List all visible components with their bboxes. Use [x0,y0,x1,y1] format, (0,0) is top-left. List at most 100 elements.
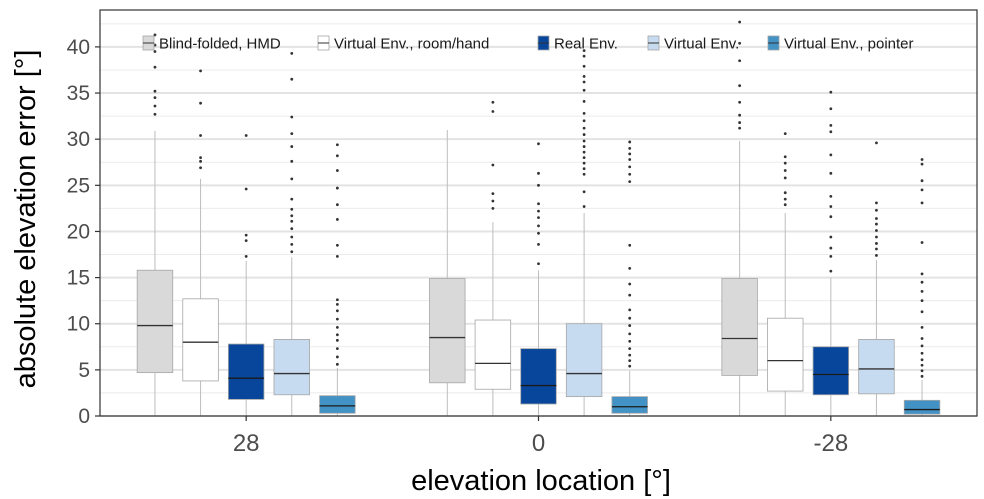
outlier-point [875,242,878,245]
outlier-point [875,235,878,239]
box-real-env--28 [227,134,265,416]
x-axis-title: elevation location [°] [411,465,671,497]
outlier-point [738,126,742,130]
outlier-point [491,199,495,203]
outlier-point [628,316,632,320]
outlier-point [829,130,833,134]
outlier-point [335,362,339,366]
box-body [520,348,557,405]
outlier-point [335,203,339,207]
outlier-point [537,209,540,213]
outlier-point [920,358,924,362]
outlier-point [199,156,202,160]
outlier-point [920,310,924,314]
x-tick-label: 28 [233,430,260,457]
outlier-point [290,242,294,246]
outlier-point [829,153,833,157]
outlier-point [537,202,540,206]
outlier-point [829,215,833,219]
outlier-point [783,203,787,207]
outlier-point [920,369,924,373]
outlier-point [491,163,495,167]
outlier-point [199,166,202,170]
outlier-point [738,41,742,45]
outlier-point [783,169,787,172]
outlier-point [582,111,586,115]
outlier-point [153,96,157,100]
outlier-point [244,254,248,258]
box-body [812,346,850,396]
y-tick-label: 35 [67,82,90,105]
outlier-point [920,201,924,205]
legend-label: Virtual Env. [664,36,739,53]
box-virtual-env-room-hand--28 [767,132,804,416]
outlier-point [582,126,586,130]
outlier-point [920,363,924,367]
box-body [767,317,804,392]
outlier-point [875,208,878,212]
legend-item-virtual-env-: Virtual Env. [647,36,739,53]
y-tick-label: 0 [78,405,90,428]
outlier-point [537,171,540,175]
outlier-point [335,218,339,221]
outlier-point [920,374,924,378]
outlier-point [875,201,878,205]
box-body [611,396,648,414]
outlier-point [829,171,833,175]
outlier-point [875,217,878,220]
y-tick-label: 25 [67,174,90,197]
outlier-point [290,145,294,148]
outlier-point [738,20,742,24]
outlier-point [582,205,586,208]
outlier-point [829,235,833,239]
outlier-point [628,324,632,327]
outlier-point [244,233,248,237]
x-tick-label: -28 [813,430,848,457]
outlier-point [920,351,924,355]
outlier-point [582,80,586,84]
y-tick-label: 20 [67,220,90,243]
outlier-point [335,154,339,158]
box-body [182,298,219,382]
outlier-point [628,339,632,343]
box-virtual-env-pointer-0 [611,140,648,416]
legend-item-virtual-env-pointer: Virtual Env., pointer [767,36,914,53]
outlier-point [628,353,632,357]
box-body [474,319,512,390]
outlier-point [199,159,202,163]
legend-label: Blind-folded, HMD [159,36,281,53]
outlier-point [153,50,157,53]
box-virtual-env--0 [565,49,603,416]
outlier-point [582,64,586,68]
outlier-point [738,59,742,63]
outlier-point [335,298,339,302]
outlier-point [628,293,632,297]
outlier-point [335,309,339,313]
outlier-point [491,206,495,210]
outlier-point [628,359,632,363]
outlier-point [628,332,632,336]
y-tick-label: 40 [67,36,90,59]
outlier-point [783,155,787,159]
outlier-point [290,250,294,254]
outlier-point [738,113,742,117]
outlier-point [628,158,632,161]
outlier-point [335,347,339,351]
outlier-point [335,143,339,147]
outlier-point [738,121,742,124]
outlier-point [582,150,586,154]
outlier-point [244,239,248,243]
outlier-point [628,364,632,368]
outlier-point [491,192,495,196]
outlier-point [537,242,540,246]
x-axis: 28 0 -28 [233,416,848,457]
outlier-point [920,344,924,348]
outlier-point [335,333,339,337]
outlier-point [582,167,586,171]
outlier-point [244,134,248,137]
outlier-point [829,246,833,250]
outlier-point [153,65,157,69]
outlier-point [783,132,787,136]
outlier-point [537,142,540,146]
outlier-point [582,172,586,176]
